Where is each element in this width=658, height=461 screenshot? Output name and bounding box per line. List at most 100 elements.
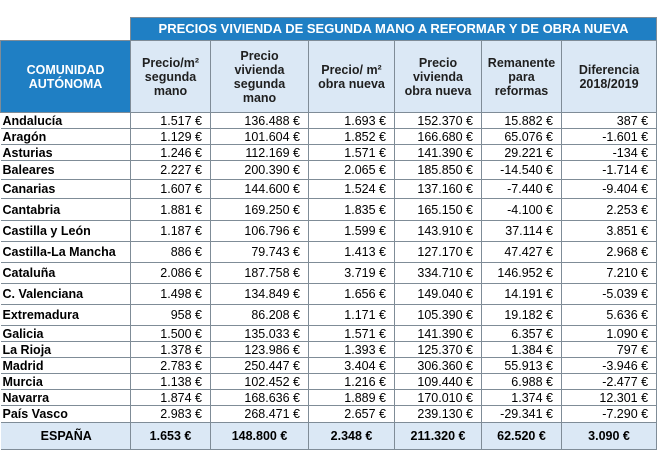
value-cell: 168.636 € [210,389,309,406]
column-header-line: Precio [418,55,458,70]
value-cell: 2.253 € [560,198,658,221]
table-row: Castilla y León 1.187 €106.796 €1.599 €14… [0,220,658,242]
value-cell: 1.889 € [308,389,395,406]
region-cell: Extremadura [0,304,131,326]
column-header-line: vivienda [412,69,464,84]
value-cell: 109.440 € [394,373,482,390]
value-cell: 1.571 € [308,325,395,342]
value-cell: 166.680 € [394,128,482,145]
value-cell: 2.983 € [130,405,211,423]
table-row: Andalucía 1.517 €136.488 €1.693 €152.370 … [0,112,658,129]
value-cell: 1.246 € [130,144,211,161]
column-header-line: mano [153,83,188,98]
value-cell: 1.090 € [560,325,658,342]
value-cell: 169.250 € [210,198,309,221]
table-row: Extremadura 958 €86.208 €1.171 €105.390 €… [0,304,658,326]
total-cell: 62.520 € [481,422,562,450]
table-row: Galicia 1.500 €135.033 €1.571 €141.390 €6… [0,325,658,342]
value-cell: 106.796 € [210,220,309,242]
value-cell: 200.390 € [210,160,309,180]
region-cell: Murcia [0,373,131,390]
value-cell: 958 € [130,304,211,326]
value-cell: 55.913 € [481,357,562,374]
value-cell: 2.065 € [308,160,395,180]
value-cell: 2.968 € [560,241,658,263]
value-cell: -7.290 € [560,405,658,423]
value-cell: 185.850 € [394,160,482,180]
column-header-line: vivienda [234,62,285,77]
value-cell: 1.835 € [308,198,395,221]
value-cell: 2.086 € [130,262,211,284]
value-cell: 1.378 € [130,341,211,358]
column-header-line: Remanente [487,55,556,70]
value-cell: -7.440 € [481,179,562,199]
value-cell: 127.170 € [394,241,482,263]
value-cell: 1.374 € [481,389,562,406]
value-cell: 1.216 € [308,373,395,390]
value-cell: -5.039 € [560,283,658,305]
total-cell: 3.090 € [560,422,658,450]
total-row: ESPAÑA 1.653 € 148.800 € 2.348 € 211.320… [0,422,658,450]
value-cell: 137.160 € [394,179,482,199]
column-header: Precio vivienda segunda mano [210,40,309,113]
column-header-line: obra nueva [318,76,385,91]
region-cell: La Rioja [0,341,131,358]
value-cell: -2.477 € [560,373,658,390]
value-cell: 2.227 € [130,160,211,180]
column-header: Remanente para reformas [481,40,562,113]
value-cell: 797 € [560,341,658,358]
column-header-line: mano [242,90,277,105]
value-cell: 334.710 € [394,262,482,284]
region-cell: Castilla-La Mancha [0,241,131,263]
value-cell: 187.758 € [210,262,309,284]
column-header-line: Diferencia [578,62,640,77]
total-cell: 211.320 € [394,422,482,450]
value-cell: 105.390 € [394,304,482,326]
value-cell: 1.852 € [308,128,395,145]
value-cell: 101.604 € [210,128,309,145]
value-cell: 250.447 € [210,357,309,374]
value-cell: -29.341 € [481,405,562,423]
value-cell: 112.169 € [210,144,309,161]
value-cell: 29.221 € [481,144,562,161]
total-cell: 148.800 € [210,422,309,450]
region-cell: País Vasco [0,405,131,423]
value-cell: 7.210 € [560,262,658,284]
table-row: Navarra 1.874 €168.636 €1.889 €170.010 €1… [0,389,658,406]
value-cell: 2.657 € [308,405,395,423]
value-cell: 1.500 € [130,325,211,342]
value-cell: 886 € [130,241,211,263]
value-cell: 134.849 € [210,283,309,305]
value-cell: 135.033 € [210,325,309,342]
table-row: La Rioja 1.378 €123.986 €1.393 €125.370 €… [0,341,658,358]
value-cell: 149.040 € [394,283,482,305]
value-cell: 1.517 € [130,112,211,129]
region-cell: Asturias [0,144,131,161]
value-cell: 141.390 € [394,325,482,342]
table-row: Baleares 2.227 €200.390 €2.065 €185.850 €… [0,160,658,180]
column-header-line: Precio/ m² [321,62,382,77]
value-cell: 1.571 € [308,144,395,161]
table-row: Aragón 1.129 €101.604 €1.852 €166.680 €65… [0,128,658,145]
value-cell: 47.427 € [481,241,562,263]
value-cell: -1.601 € [560,128,658,145]
value-cell: 144.600 € [210,179,309,199]
column-header: Diferencia 2018/2019 [560,40,658,113]
region-cell: C. Valenciana [0,283,131,305]
value-cell: 65.076 € [481,128,562,145]
value-cell: 2.783 € [130,357,211,374]
value-cell: 1.384 € [481,341,562,358]
value-cell: 1.656 € [308,283,395,305]
column-header-line: para [508,69,535,84]
total-cell: 2.348 € [308,422,395,450]
region-cell: Navarra [0,389,131,406]
value-cell: 1.413 € [308,241,395,263]
housing-price-table: PRECIOS VIVIENDA DE SEGUNDA MANO A REFOR… [0,17,658,450]
region-column-header: COMUNIDAD AUTÓNOMA [0,40,131,113]
region-cell: Castilla y León [0,220,131,242]
value-cell: 1.881 € [130,198,211,221]
value-cell: -4.100 € [481,198,562,221]
value-cell: 1.607 € [130,179,211,199]
value-cell: 1.393 € [308,341,395,358]
